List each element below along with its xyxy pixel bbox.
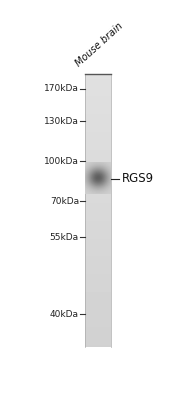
Text: 100kDa: 100kDa bbox=[44, 156, 79, 166]
Text: 130kDa: 130kDa bbox=[44, 117, 79, 126]
Text: 70kDa: 70kDa bbox=[50, 197, 79, 206]
Text: Mouse brain: Mouse brain bbox=[73, 20, 124, 68]
Text: RGS9: RGS9 bbox=[122, 172, 154, 186]
Text: 170kDa: 170kDa bbox=[44, 84, 79, 93]
Text: 55kDa: 55kDa bbox=[50, 233, 79, 242]
Text: 40kDa: 40kDa bbox=[50, 310, 79, 319]
